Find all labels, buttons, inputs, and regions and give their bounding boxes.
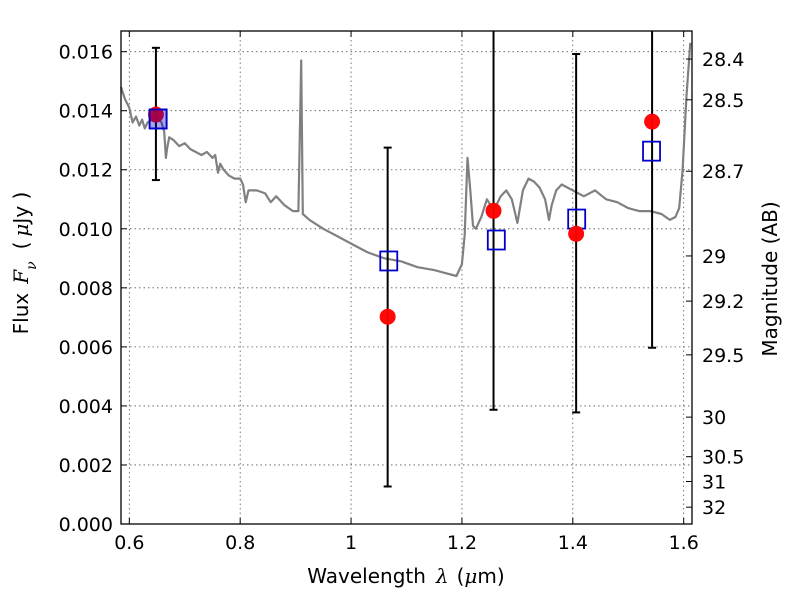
- grid-layer: [121, 31, 692, 525]
- y2-tick-label: 28.5: [702, 90, 744, 112]
- y2-tick-label: 28.7: [702, 161, 744, 183]
- y-tick-label: 0.006: [59, 337, 113, 359]
- observed-flux-marker: [644, 113, 661, 130]
- y2-tick-label: 32: [702, 497, 726, 519]
- y-tick-label: 0.008: [59, 278, 113, 300]
- y-axis-title: Flux Fν ( μJy ): [9, 192, 40, 335]
- y2-tick-label: 31: [702, 471, 726, 493]
- observed-flux-marker: [568, 225, 585, 242]
- y2-tick-label: 28.4: [702, 49, 744, 71]
- y-axis-unit-rest: Jy ): [9, 192, 33, 226]
- y-tick-label: 0.016: [59, 42, 113, 64]
- model-spectrum-line: [119, 42, 692, 278]
- y-axis-subscript: ν: [24, 261, 40, 270]
- observed-flux-marker: [147, 106, 164, 123]
- model-photometry-marker-overlap: [148, 108, 168, 130]
- marker-layer: [147, 106, 661, 325]
- tick-layer: 0.6 0.8 1 1.2 1.4 1.6 0.000 0.002 0.004 0.006 0.00…: [59, 31, 744, 554]
- y-axis-unit-mu: μ: [9, 224, 33, 237]
- y-axis-unit-open: (: [9, 242, 33, 250]
- errorbar-layer: [151, 31, 657, 488]
- x-tick-label: 1: [345, 532, 357, 554]
- x-axis-symbol: λ: [435, 564, 449, 588]
- x-axis-title-text: Wavelength: [307, 564, 426, 588]
- y-tick-label: 0.000: [59, 514, 113, 536]
- x-tick-label: 1.4: [558, 532, 588, 554]
- y-axis-title-text: Flux: [9, 293, 33, 335]
- observed-flux-marker: [379, 308, 396, 325]
- y2-tick-label: 29.2: [702, 291, 744, 313]
- x-axis-unit-open: (: [457, 564, 465, 588]
- observed-flux-marker: [485, 202, 502, 219]
- y-tick-label: 0.004: [59, 396, 113, 418]
- model-photometry-marker: [379, 250, 399, 272]
- y-tick-label: 0.010: [59, 219, 113, 241]
- x-tick-label: 1.2: [447, 532, 477, 554]
- y-tick-label: 0.012: [59, 160, 113, 182]
- y-axis-symbol: F: [9, 269, 33, 285]
- plot-frame: [120, 30, 693, 525]
- x-axis-unit-mu: μ: [464, 564, 477, 588]
- y2-tick-label: 29: [702, 246, 726, 268]
- y-tick-label: 0.014: [59, 101, 113, 123]
- y-tick-label: 0.002: [59, 455, 113, 477]
- spectrum-layer: [119, 42, 692, 278]
- model-photometry-marker: [642, 140, 661, 162]
- model-photometry-marker: [486, 229, 506, 251]
- y2-tick-label: 30: [702, 407, 726, 429]
- x-tick-label: 0.6: [114, 532, 144, 554]
- x-axis-title: Wavelength λ (μm): [307, 564, 504, 588]
- y2-tick-label: 30.5: [702, 447, 744, 469]
- x-axis-unit-rest: m): [477, 564, 504, 588]
- y2-tick-label: 29.5: [702, 345, 744, 367]
- x-tick-label: 1.6: [669, 532, 699, 554]
- x-tick-label: 0.8: [225, 532, 255, 554]
- y2-axis-title: Magnitude (AB): [758, 201, 782, 356]
